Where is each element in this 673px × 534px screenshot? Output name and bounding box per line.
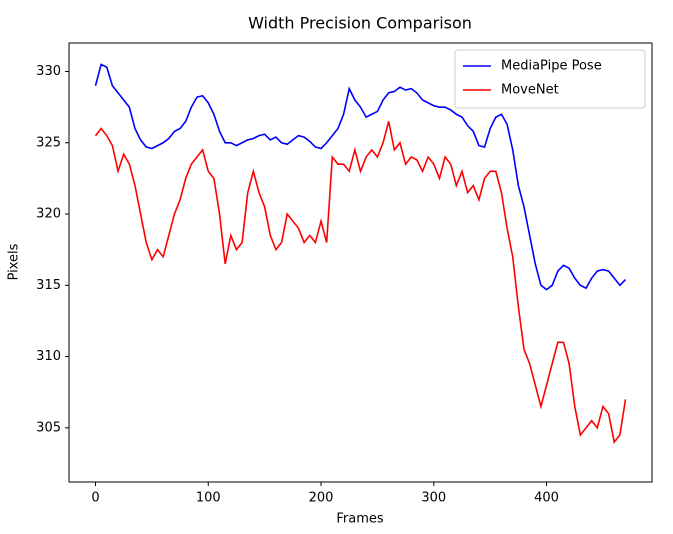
y-tick-label: 305 [36, 420, 61, 435]
series-line [94, 63, 627, 291]
series-line [94, 121, 627, 444]
x-tick-label: 300 [421, 491, 446, 506]
legend-label: MediaPipe Pose [501, 59, 602, 74]
y-tick-label: 315 [36, 278, 61, 293]
legend-box [454, 49, 646, 109]
y-tick-label: 310 [36, 349, 61, 364]
x-tick-label: 100 [196, 491, 221, 506]
plot-frame [68, 42, 653, 483]
legend-label: MoveNet [501, 83, 559, 98]
x-tick-label: 0 [91, 491, 99, 506]
y-tick-label: 320 [36, 207, 61, 222]
y-axis-label: Pixels [7, 243, 22, 280]
x-axis-label: Frames [336, 512, 384, 527]
x-tick-label: 400 [534, 491, 559, 506]
chart-title: Width Precision Comparison [248, 14, 472, 33]
y-tick-label: 325 [36, 135, 61, 150]
x-tick-label: 200 [309, 491, 334, 506]
y-tick-label: 330 [36, 64, 61, 79]
